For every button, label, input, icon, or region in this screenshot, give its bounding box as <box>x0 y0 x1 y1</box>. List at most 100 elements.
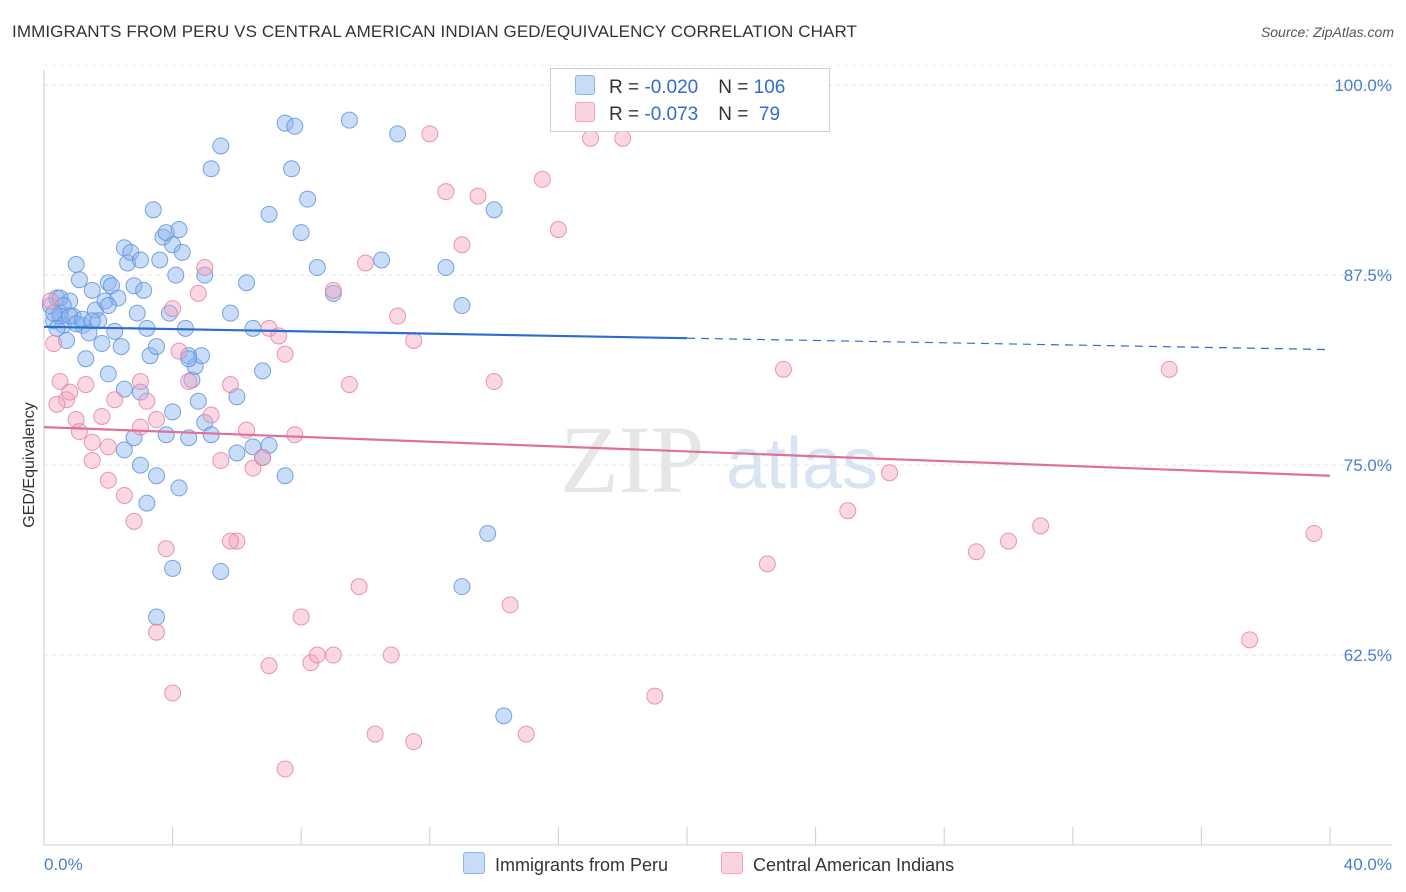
data-point <box>1000 532 1017 550</box>
data-point <box>48 319 66 337</box>
data-point <box>99 297 117 315</box>
data-point <box>254 449 272 466</box>
data-point <box>1305 524 1323 542</box>
r-value: -0.020 <box>644 77 699 98</box>
data-point <box>157 426 175 444</box>
data-point <box>131 373 149 391</box>
data-point <box>517 725 535 743</box>
data-point <box>115 380 133 398</box>
data-point <box>485 373 503 391</box>
data-point <box>70 423 88 441</box>
data-point <box>138 392 156 410</box>
data-point <box>221 532 239 550</box>
data-point <box>308 259 326 277</box>
data-point <box>382 646 400 664</box>
data-point <box>48 395 66 413</box>
data-point <box>164 403 182 421</box>
r-label: R = <box>609 77 645 98</box>
data-point <box>41 292 59 310</box>
data-point <box>299 190 317 208</box>
legend-item-central-american: Central American Indians <box>721 852 954 876</box>
data-point <box>389 125 407 143</box>
data-point <box>58 331 76 349</box>
watermark: ZIP atlas <box>560 406 878 513</box>
n-label: N = <box>718 77 754 98</box>
data-point <box>167 266 185 284</box>
data-point <box>485 201 503 219</box>
data-point <box>106 391 124 409</box>
data-point <box>148 338 166 356</box>
data-point <box>244 319 262 337</box>
trend-line <box>43 426 1331 477</box>
data-point <box>228 532 246 550</box>
data-point <box>99 274 117 292</box>
data-point <box>437 259 455 277</box>
data-point <box>170 221 188 239</box>
data-point <box>453 297 471 315</box>
data-point <box>421 125 439 143</box>
data-point <box>131 418 149 436</box>
data-point <box>77 350 95 368</box>
data-point <box>128 304 146 322</box>
axes <box>43 70 1392 846</box>
n-value: 106 <box>753 77 786 98</box>
data-point <box>469 187 487 205</box>
data-point <box>125 512 143 530</box>
data-point <box>614 129 632 147</box>
data-point <box>141 347 159 365</box>
data-point <box>260 205 278 223</box>
data-point <box>164 684 182 702</box>
legend-swatch-central-american <box>721 852 743 874</box>
data-point <box>582 129 600 147</box>
data-point <box>212 452 230 470</box>
data-point <box>260 657 278 675</box>
y-tick-label: 100.0% <box>1334 76 1392 95</box>
data-point <box>99 471 117 489</box>
data-points <box>41 91 1323 778</box>
data-point <box>437 183 455 201</box>
data-point <box>479 524 497 542</box>
data-point <box>138 494 156 512</box>
data-point <box>373 251 391 269</box>
r-value: -0.073 <box>644 104 699 125</box>
n-value: 79 <box>753 104 781 125</box>
data-point <box>106 322 124 340</box>
data-point <box>180 373 198 391</box>
data-point <box>292 608 310 626</box>
data-point <box>51 373 69 391</box>
data-point <box>93 335 111 353</box>
data-point <box>164 300 182 318</box>
data-point <box>292 224 310 242</box>
legend-swatch-peru <box>463 852 485 874</box>
data-point <box>350 578 368 596</box>
data-point <box>173 243 191 261</box>
data-point <box>286 117 304 135</box>
data-point <box>549 221 567 239</box>
data-point <box>244 459 262 477</box>
trend-line-dashed <box>686 337 1331 351</box>
data-point <box>115 441 133 459</box>
data-point <box>1032 517 1050 535</box>
data-point <box>340 111 358 129</box>
legend-label-peru: Immigrants from Peru <box>495 855 669 875</box>
y-tick-label: 62.5% <box>1344 646 1392 665</box>
data-point <box>83 312 101 330</box>
watermark-atlas: atlas <box>726 424 878 504</box>
legend-item-peru: Immigrants from Peru <box>463 852 668 876</box>
data-point <box>286 426 304 444</box>
data-point <box>170 342 188 360</box>
stats-row-peru: R = -0.020 N = 106 <box>575 75 785 99</box>
data-point <box>170 479 188 497</box>
data-point <box>125 277 143 295</box>
data-point <box>70 271 88 289</box>
gridlines <box>44 64 1392 656</box>
data-point <box>1160 360 1178 378</box>
trend-line-solid <box>43 325 688 340</box>
r-label: R = <box>609 104 645 125</box>
data-point <box>148 411 166 429</box>
data-point <box>221 304 239 322</box>
data-point <box>189 284 207 302</box>
data-point <box>324 646 342 664</box>
stats-legend: R = -0.020 N = 106 R = -0.073 N = 79 <box>550 68 830 132</box>
data-point <box>212 137 230 155</box>
